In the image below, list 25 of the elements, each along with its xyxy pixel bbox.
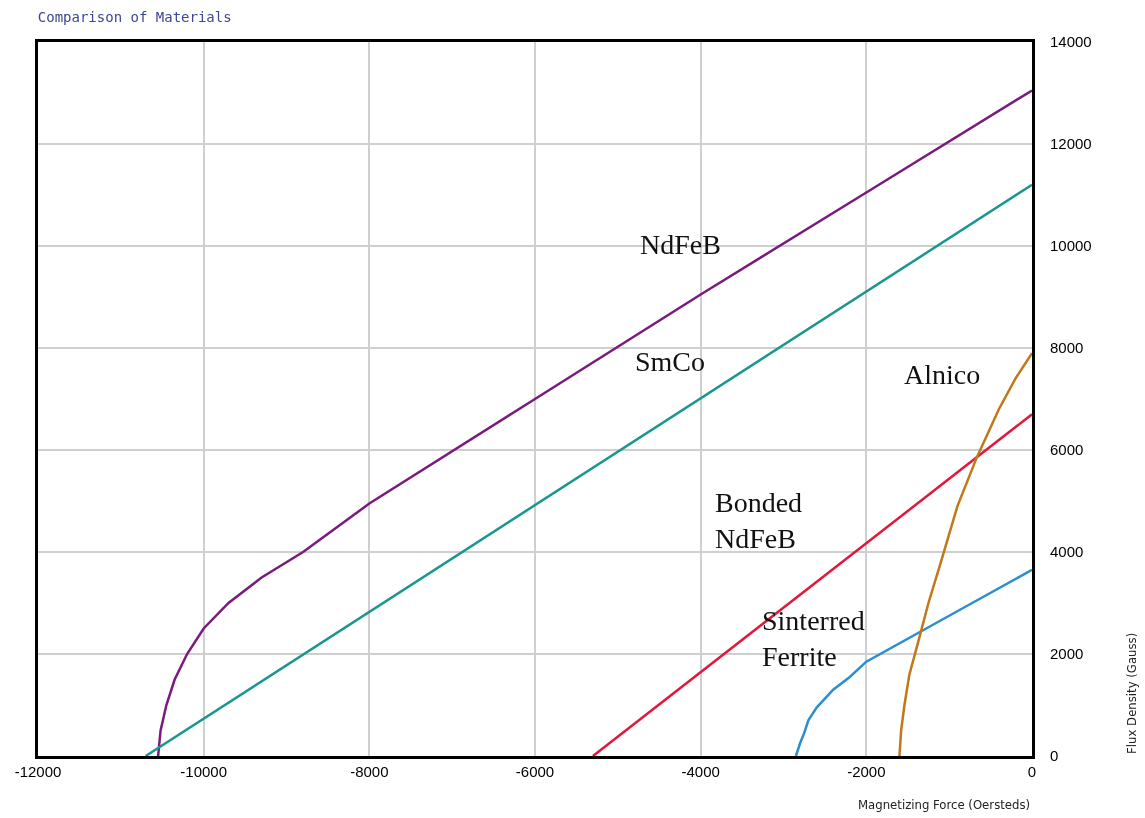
x-tick-label: -2000 bbox=[847, 763, 886, 780]
series-label: Bonded NdFeB bbox=[715, 487, 803, 555]
y-axis-title: Flux Density (Gauss) bbox=[1123, 632, 1139, 754]
y-tick-label: 0 bbox=[1050, 747, 1059, 765]
series-label: Sinterred Ferrite bbox=[762, 605, 865, 673]
x-tick-label: -10000 bbox=[180, 763, 228, 780]
x-tick-label: 0 bbox=[1027, 763, 1037, 780]
y-tick-label: 4000 bbox=[1050, 543, 1084, 561]
series-label: Alnico bbox=[904, 359, 981, 390]
y-tick-label: 2000 bbox=[1050, 645, 1084, 663]
y-tick-label: 12000 bbox=[1050, 135, 1092, 153]
line-series bbox=[156, 89, 1032, 756]
chart-title: Comparison of Materials bbox=[37, 9, 232, 26]
series-label: NdFeB bbox=[640, 229, 721, 260]
x-tick-label: -6000 bbox=[515, 763, 555, 780]
x-tick-label: -4000 bbox=[681, 763, 720, 780]
line-series bbox=[898, 351, 1032, 756]
x-tick-label: -12000 bbox=[14, 763, 62, 780]
x-axis-title: Magnetizing Force (Oersteds) bbox=[858, 797, 1031, 812]
x-tick-label: -8000 bbox=[350, 763, 389, 780]
y-tick-label: 14000 bbox=[1050, 33, 1092, 51]
y-tick-label: 6000 bbox=[1050, 441, 1084, 459]
series-label: SmCo bbox=[635, 346, 706, 377]
y-tick-label: 10000 bbox=[1050, 237, 1092, 255]
y-tick-label: 8000 bbox=[1050, 339, 1084, 357]
